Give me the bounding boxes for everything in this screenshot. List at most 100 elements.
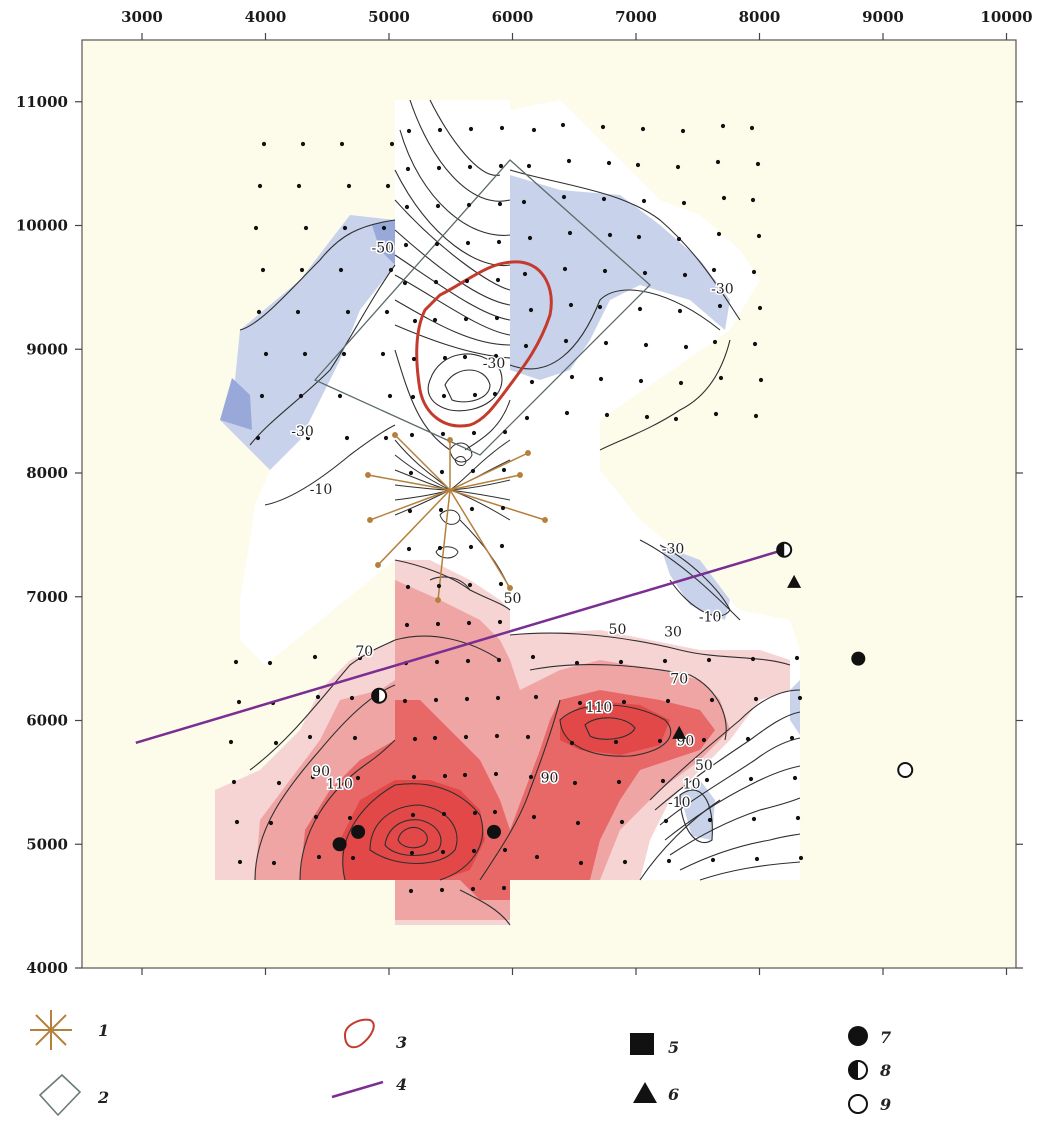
- measurement-point: [755, 161, 761, 167]
- x-tick-label: 10000: [980, 8, 1032, 26]
- measurement-point: [644, 414, 650, 420]
- measurement-point: [709, 697, 715, 703]
- measurement-point: [298, 393, 304, 399]
- measurement-point: [575, 820, 581, 826]
- measurement-point: [411, 356, 417, 362]
- measurement-point: [622, 859, 628, 865]
- measurement-point: [467, 582, 473, 588]
- y-tick-label: 4000: [26, 959, 68, 977]
- measurement-point: [228, 739, 234, 745]
- measurement-point: [462, 354, 468, 360]
- measurement-point: [380, 351, 386, 357]
- contour-label: -30: [483, 356, 506, 372]
- measurement-point: [410, 394, 416, 400]
- measurement-point: [715, 159, 721, 165]
- measurement-point: [568, 302, 574, 308]
- measurement-point: [750, 656, 756, 662]
- measurement-point: [492, 809, 498, 815]
- purple-line-icon: [331, 1080, 384, 1099]
- measurement-point: [748, 776, 754, 782]
- measurement-point: [758, 377, 764, 383]
- filled-circle-marker: [486, 824, 501, 839]
- measurement-point: [531, 814, 537, 820]
- legend-label-2: 2: [97, 1088, 109, 1107]
- measurement-point: [440, 431, 446, 437]
- measurement-point: [643, 342, 649, 348]
- legend-item-9: 9: [848, 1094, 891, 1114]
- measurement-point: [405, 166, 411, 172]
- measurement-point: [465, 658, 471, 664]
- measurement-point: [794, 655, 800, 661]
- measurement-point: [412, 318, 418, 324]
- radial-profiles: [365, 432, 548, 603]
- y-tick-label: 8000: [26, 464, 68, 482]
- measurement-point: [342, 225, 348, 231]
- contour-label: -30: [291, 424, 314, 440]
- measurement-point: [442, 773, 448, 779]
- y-tick-label: 7000: [26, 588, 68, 606]
- measurement-point: [562, 266, 568, 272]
- measurement-point: [383, 435, 389, 441]
- y-tick-label: 9000: [26, 340, 68, 358]
- contour-label: 70: [670, 671, 688, 687]
- legend-label-4: 4: [396, 1075, 407, 1094]
- measurement-point: [296, 183, 302, 189]
- measurement-point: [463, 734, 469, 740]
- legend-label-5: 5: [668, 1038, 679, 1057]
- measurement-point: [438, 507, 444, 513]
- measurement-point: [410, 812, 416, 818]
- contour-label: -10: [699, 610, 722, 626]
- measurement-point: [578, 860, 584, 866]
- measurement-point: [402, 698, 408, 704]
- measurement-point: [494, 733, 500, 739]
- legend-label-3: 3: [396, 1033, 407, 1052]
- x-tick-label: 7000: [615, 8, 657, 26]
- measurement-point: [680, 128, 686, 134]
- measurement-point: [337, 393, 343, 399]
- measurement-point: [606, 160, 612, 166]
- anomaly-outline: [415, 260, 553, 428]
- contour-label: 90: [541, 770, 559, 786]
- measurement-point: [437, 545, 443, 551]
- measurement-point: [436, 165, 442, 171]
- measurement-point: [563, 338, 569, 344]
- measurement-point: [312, 654, 318, 660]
- measurement-point: [346, 183, 352, 189]
- measurement-point: [440, 849, 446, 855]
- measurement-point: [472, 392, 478, 398]
- measurement-point: [618, 659, 624, 665]
- measurement-point: [502, 429, 508, 435]
- x-tick-label: 5000: [368, 8, 410, 26]
- survey-diamond-outline: [313, 159, 651, 456]
- measurement-point: [572, 780, 578, 786]
- legend: 1 2 3 4 5 6 7: [30, 1010, 891, 1117]
- measurement-point: [789, 735, 795, 741]
- legend-item-3: 3: [343, 1018, 407, 1052]
- measurement-point: [462, 772, 468, 778]
- map-frame: [81, 39, 1017, 969]
- measurement-point: [498, 581, 504, 587]
- legend-item-6: 6: [633, 1082, 679, 1104]
- measurement-point: [388, 267, 394, 273]
- measurement-point: [406, 128, 412, 134]
- measurement-point: [750, 197, 756, 203]
- measurement-point: [463, 316, 469, 322]
- measurement-point: [745, 736, 751, 742]
- measurement-point: [597, 304, 603, 310]
- measurement-point: [464, 278, 470, 284]
- measurement-point: [753, 413, 759, 419]
- measurement-point: [408, 888, 414, 894]
- measurement-point: [753, 696, 759, 702]
- measurement-point: [403, 242, 409, 248]
- measurement-point: [710, 857, 716, 863]
- contour-label: 110: [586, 700, 613, 716]
- measurement-point: [338, 267, 344, 273]
- contour-label: -10: [668, 795, 691, 811]
- measurement-point: [502, 847, 508, 853]
- measurement-point: [640, 126, 646, 132]
- measurement-point: [707, 817, 713, 823]
- x-axis-ticks: 3000 4000 5000 6000 7000 8000 9000 10000: [121, 8, 1033, 975]
- measurement-point: [713, 411, 719, 417]
- measurement-points: [228, 122, 804, 894]
- x-tick-label: 3000: [121, 8, 163, 26]
